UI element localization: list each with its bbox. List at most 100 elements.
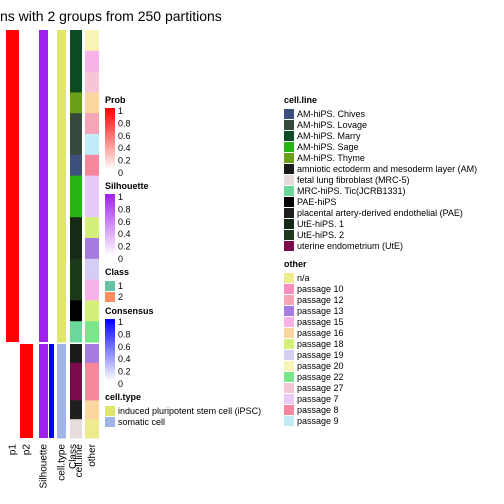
- cell-type-cell: [57, 300, 66, 322]
- cell-type-cell: [57, 344, 66, 364]
- other-legend-swatch: [284, 317, 294, 327]
- cell_line-legend-label: AM-hiPS. Lovage: [297, 120, 367, 130]
- p2-cell-group-1: [20, 30, 33, 342]
- cell_line-legend-swatch: [284, 153, 294, 163]
- cell-line-cell: [70, 321, 82, 343]
- other-cell: [85, 113, 99, 135]
- cell_type-legend-label: somatic cell: [118, 417, 165, 427]
- cell-line-cell: [70, 154, 82, 177]
- cell-line-cell: [70, 217, 82, 239]
- other-legend-swatch: [284, 284, 294, 294]
- other-legend-swatch: [284, 273, 294, 283]
- column-label-cell-line: cell.line: [74, 444, 85, 478]
- cell-line-cell: [70, 362, 82, 383]
- prob-legend-title: Prob: [105, 95, 126, 105]
- p1-cell-group-2: [6, 344, 19, 438]
- cell-type-cell: [57, 400, 66, 420]
- cell-line-cell: [70, 71, 82, 93]
- cell_line-legend-label: UtE-hiPS. 2: [297, 230, 344, 240]
- class-legend-title: Class: [105, 267, 129, 277]
- cell-type-cell: [57, 321, 66, 343]
- cell_line-legend-swatch: [284, 120, 294, 130]
- cell-line-cell: [70, 113, 82, 135]
- cell_type-legend-label: induced pluripotent stem cell (iPSC): [118, 406, 261, 416]
- cell-line-cell: [70, 92, 82, 114]
- cell-type-cell: [57, 362, 66, 383]
- cell-line-cell: [70, 50, 82, 73]
- other-legend-label: passage 13: [297, 306, 344, 316]
- cell-line-cell: [70, 400, 82, 420]
- column-label-p1: p1: [8, 444, 19, 456]
- other-legend-label: passage 20: [297, 361, 344, 371]
- cell-type-cell: [57, 154, 66, 177]
- other-cell: [85, 196, 99, 218]
- cell_line-legend-swatch: [284, 175, 294, 185]
- prob-legend-tick: 1: [118, 106, 123, 116]
- cell-line-cell: [70, 300, 82, 322]
- other-cell: [85, 381, 99, 401]
- consensus-legend-gradient: [105, 319, 115, 381]
- column-label-p2: p2: [22, 444, 33, 456]
- other-legend-swatch: [284, 328, 294, 338]
- other-cell: [85, 321, 99, 343]
- cell_line-legend-label: AM-hiPS. Thyme: [297, 153, 365, 163]
- cell-type-cell: [57, 175, 66, 197]
- other-legend-swatch: [284, 372, 294, 382]
- other-legend-swatch: [284, 383, 294, 393]
- other-legend-swatch: [284, 361, 294, 371]
- cell-type-cell: [57, 113, 66, 135]
- cell-line-cell: [70, 196, 82, 218]
- other-legend-label: passage 18: [297, 339, 344, 349]
- cell-type-cell: [57, 134, 66, 156]
- cell-type-cell: [57, 92, 66, 114]
- cell-type-cell: [57, 50, 66, 73]
- cell-line-cell: [70, 344, 82, 364]
- silhouette-legend-tick: 0.2: [118, 242, 131, 252]
- other-cell: [85, 71, 99, 93]
- column-label-silhouette: Silhouette: [39, 444, 50, 489]
- other-legend-swatch: [284, 350, 294, 360]
- cell_line-legend-label: UtE-hiPS. 1: [297, 219, 344, 229]
- silhouette-legend-gradient: [105, 194, 115, 256]
- cell_line-legend-label: AM-hiPS. Marry: [297, 131, 361, 141]
- consensus-legend-tick: 0.2: [118, 367, 131, 377]
- silhouette-cell-group-1: [39, 30, 48, 342]
- silhouette-legend-tick: 0.6: [118, 217, 131, 227]
- other-cell: [85, 50, 99, 73]
- cell_line-legend-swatch: [284, 164, 294, 174]
- prob-legend-tick: 0.2: [118, 156, 131, 166]
- other-cell: [85, 134, 99, 156]
- cell-type-cell: [57, 279, 66, 301]
- p1-cell-group-1: [6, 30, 19, 342]
- cell-line-cell: [70, 279, 82, 301]
- prob-legend-tick: 0.6: [118, 131, 131, 141]
- other-cell: [85, 279, 99, 301]
- other-legend-label: passage 9: [297, 416, 339, 426]
- cell-line-cell: [70, 238, 82, 260]
- cell-line-cell: [70, 419, 82, 439]
- other-legend-label: passage 22: [297, 372, 344, 382]
- silhouette-legend-tick: 0: [118, 254, 123, 264]
- cell_line-legend-swatch: [284, 109, 294, 119]
- consensus-legend-title: Consensus: [105, 306, 154, 316]
- silhouette-legend-title: Silhouette: [105, 181, 149, 191]
- prob-legend-gradient: [105, 108, 115, 170]
- cell-type-cell: [57, 381, 66, 401]
- cell_line-legend-label: AM-hiPS. Sage: [297, 142, 359, 152]
- consensus-legend-tick: 0.4: [118, 354, 131, 364]
- cell_line-legend-label: placental artery-derived endothelial (PA…: [297, 208, 463, 218]
- other-cell: [85, 92, 99, 114]
- cell-line-cell: [70, 175, 82, 197]
- column-label-other: other: [87, 443, 98, 466]
- other-cell: [85, 362, 99, 383]
- other-legend-label: passage 15: [297, 317, 344, 327]
- prob-legend-tick: 0.4: [118, 143, 131, 153]
- cell_type-legend-swatch: [105, 417, 115, 427]
- other-legend-label: passage 16: [297, 328, 344, 338]
- cell-type-cell: [57, 419, 66, 439]
- class-legend-label: 1: [118, 281, 123, 291]
- cell_line-legend-swatch: [284, 197, 294, 207]
- other-legend-swatch: [284, 405, 294, 415]
- other-legend-label: passage 7: [297, 394, 339, 404]
